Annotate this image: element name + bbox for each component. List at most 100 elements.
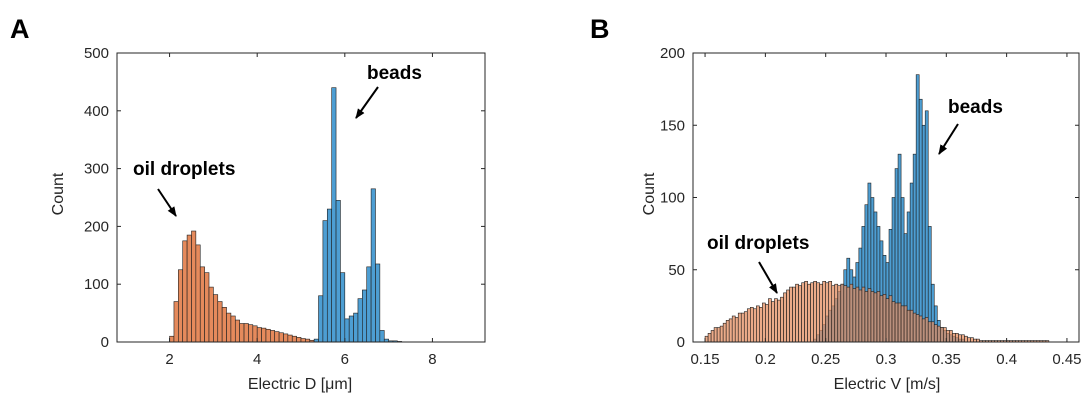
panel-b-oil-droplets-bar [852,288,857,343]
panel-b-xtick-label: 0.15 [690,351,719,368]
panel-b-oil-droplets-bar [873,292,878,343]
panel-a-annotation-beads: beads [355,63,422,119]
panel-a-oil-droplets-bar [270,330,276,343]
panel-b-xtick-label: 0.35 [932,351,961,368]
panel-b-oil-droplets-bar [777,299,781,343]
panel-a-beads-bar [366,266,372,343]
panel-b-oil-droplets-bar [967,337,971,343]
panel-b-oil-droplets-bar [780,296,784,343]
panel-b-oil-droplets-bar [912,312,917,343]
panel-a-oil-droplets-bar [274,331,280,343]
panel-b-xtick-label: 0.2 [755,351,776,368]
panel-a-oil-droplets-bar [213,294,219,343]
panel-a-beads-bar [326,208,332,343]
panel-b-oil-droplets-bar [840,283,845,343]
panel-b-oil-arrow [758,261,778,294]
panel-a-oil-droplets-bar [230,315,236,343]
panel-b-oil-droplets-bar [789,286,793,343]
panel-a-beads-arrow [355,86,379,119]
panel-b-oil-droplets-bar [774,298,778,343]
panel-b-xlabel: Electric V [m/s] [834,376,941,393]
panel-a-beads-bar [344,318,350,343]
panel-a-ytick-label: 300 [84,161,109,178]
panel-b-oil-droplets-bar [710,330,715,343]
panel-a-beads-bar [322,220,328,343]
panel-b-bars [704,74,1050,343]
panel-a-oil-droplets-bar [208,286,214,343]
panel-b-oil-droplets-bar [749,307,754,343]
panel-b-oil-droplets-bar [936,325,941,343]
panel-b-beads-bar [915,74,920,343]
panel-a-oil-droplets-bar [182,240,188,343]
panel-b-oil-droplets-bar [734,317,739,343]
panel-b-xtick-label: 0.4 [996,351,1017,368]
panel-b-oil-droplets-bar [771,301,775,343]
panel-a-oil-droplets-bar [243,323,249,343]
panel-a-beads-bar [348,315,354,343]
panel-a-oil-droplets-bar [248,324,254,343]
panel-b-annotation-beads: beads [938,97,1003,155]
panel-b-oil-droplets-bar [813,281,817,343]
panel-a-oil-droplets-bar [169,335,175,343]
panel-a-oil-droplets-bar [291,335,297,343]
panel-a-beads-label: beads [367,63,422,84]
panel-a-oil-droplets-bar [256,327,262,343]
panel-b-oil-droplets-bar [819,283,823,343]
panel-b-ytick-label: 50 [668,262,685,279]
panel-a-beads-bar [318,295,324,343]
panel-b-oil-droplets-bar [786,289,790,343]
panel-b-oil-droplets-bar [949,330,953,343]
panel-b-oil-droplets-bar [909,309,914,343]
panel-b-oil-droplets-bar [855,286,860,343]
panel-a-ytick-label: 400 [84,103,109,120]
panel-b-oil-droplets-bar [958,334,962,343]
panel-b-xtick-label: 0.3 [876,351,897,368]
panel-b-beads-arrow [938,123,959,155]
panel-b-xtick-label: 0.45 [1052,351,1081,368]
panel-b-annotation-oil: oil droplets [707,233,809,294]
panel-a-beads-bar [370,188,376,343]
panel-a-oil-droplets-bar [252,325,258,343]
panel-b-oil-droplets-bar [885,298,890,343]
panel-b-oil-droplets-bar [930,321,935,343]
panel-a-oil-droplets-bar [178,269,184,343]
panel-a-beads-bar [353,312,359,343]
panel-b-oil-droplets-bar [707,333,712,343]
panel-b-oil-droplets-bar [906,309,911,343]
panel-b-oil-droplets-bar [867,288,872,343]
panel-a-ytick-label: 200 [84,218,109,235]
panel-b-oil-droplets-bar [719,325,724,343]
panel-a-oil-droplets-bar [221,307,227,343]
panel-b-oil-droplets-bar [816,282,820,343]
panel-b: B 0.15 0.2 0.25 0.3 0.35 0.4 0.45050100150200 … [590,14,1082,393]
panel-b-oil-droplets-bar [762,302,766,343]
panel-a-oil-arrow [157,188,177,217]
panel-b-oil-droplets-bar [933,324,938,343]
panel-b-oil-droplets-bar [964,335,968,343]
panel-a-beads-bar [379,330,385,343]
panel-b-oil-droplets-bar [876,291,881,343]
panel-b-oil-droplets-bar [870,291,875,343]
panel-b-oil-droplets-bar [882,294,887,343]
panel-a-axes-box [116,52,486,343]
panel-b-oil-droplets-bar [825,282,830,343]
panel-a-xtick-label: 4 [253,351,261,368]
panel-b-oil-droplets-bar [759,307,763,343]
panel-b-oil-droplets-bar [753,308,757,343]
panel-b-ytick-label: 150 [660,117,685,134]
panel-b-oil-droplets-bar [846,286,851,343]
panel-a-ylabel: Count [50,172,67,215]
panel-a-annotation-oil: oil droplets [133,159,235,217]
panel-b-oil-droplets-bar [728,318,733,343]
panel-b-oil-droplets-bar [897,302,902,343]
panel-a-xlabel: Electric D [μm] [248,376,352,393]
panel-a-xtick-label: 6 [341,351,349,368]
panel-a-oil-droplets-bar [261,327,267,343]
panel-b-oil-droplets-bar [746,308,751,343]
panel-a-oil-droplets-bar [204,272,210,343]
panel-b-axes: 0.15 0.2 0.25 0.3 0.35 0.4 0.45 0 50 100 150 200 [660,45,1082,368]
panel-b-beads-bar [921,124,926,343]
panel-b-oil-droplets-bar [795,283,799,343]
panel-a-oil-droplets-bar [296,337,302,343]
panel-a-xtick-label: 2 [165,351,173,368]
